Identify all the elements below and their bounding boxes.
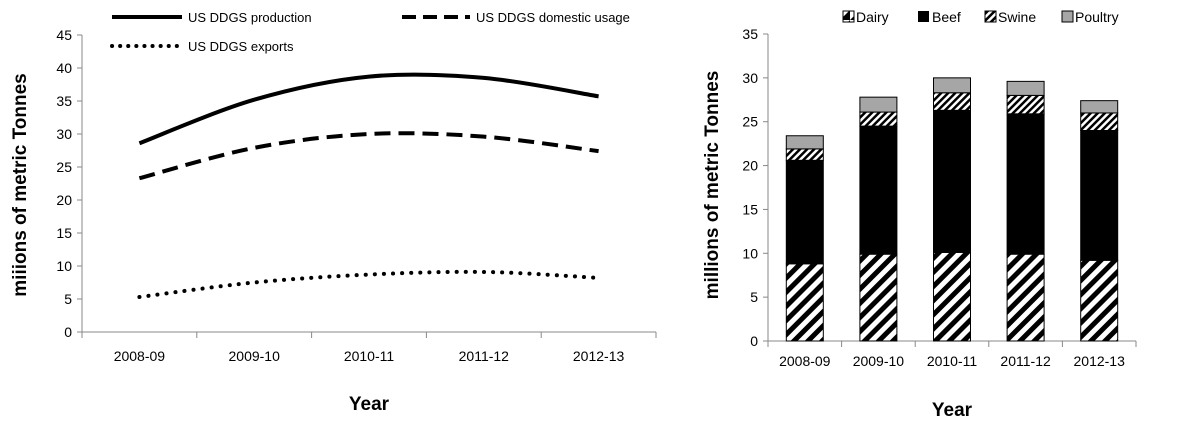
x-tick-label: 2009-10	[853, 353, 905, 369]
legend-key-dairy	[843, 11, 854, 22]
bar-segment-swine	[1007, 95, 1044, 113]
series-lines	[139, 75, 598, 298]
legend-label-dairy: Dairy	[856, 9, 889, 25]
y-tick-label: 5	[750, 289, 758, 305]
x-tick-label: 2011-12	[1000, 353, 1051, 369]
line-chart: 0 5 10 15 20 25 30 35 40 45 2008-09 2009-10 2010-11…	[10, 10, 656, 415]
y-tick-label: 30	[742, 70, 758, 86]
y-ticks: 0 5 10 15 20 25 30 35	[742, 26, 768, 349]
y-axis-title: miiions of metric Tonnes	[10, 73, 31, 296]
x-axis-title: Year	[932, 400, 973, 421]
y-axis-title: millions of metric Tonnes	[702, 71, 723, 300]
x-tick-label: 2012-13	[1074, 353, 1126, 369]
legend-label-exports: US DDGS exports	[188, 39, 294, 54]
y-tick-label: 45	[56, 27, 72, 43]
y-tick-label: 20	[56, 192, 72, 208]
legend: US DDGS production US DDGS domestic usag…	[112, 10, 630, 54]
x-tick-label: 2011-12	[459, 348, 510, 364]
y-tick-label: 10	[56, 258, 72, 274]
x-axis-title: Year	[349, 394, 390, 415]
bar-segment-beef	[1081, 130, 1118, 260]
legend-label-poultry: Poultry	[1075, 9, 1119, 25]
legend-label-domestic: US DDGS domestic usage	[476, 10, 630, 25]
bar-segment-poultry	[1081, 101, 1118, 113]
legend-key-swine	[985, 11, 996, 22]
bar-segment-swine	[934, 93, 971, 111]
y-tick-label: 35	[56, 93, 72, 109]
x-ticks: 2008-09 2009-10 2010-11 2011-12 2012-13	[82, 332, 656, 364]
x-tick-label: 2012-13	[573, 348, 625, 364]
bar-segment-beef	[786, 160, 823, 264]
y-tick-label: 20	[742, 158, 758, 174]
bar-segment-dairy	[786, 264, 823, 341]
series-line-us-ddgs-exports	[139, 272, 598, 297]
y-tick-label: 0	[64, 324, 72, 340]
y-tick-label: 35	[742, 26, 758, 42]
x-tick-label: 2008-09	[114, 348, 166, 364]
y-tick-label: 10	[742, 245, 758, 261]
y-tick-label: 40	[56, 60, 72, 76]
bar-segment-dairy	[1081, 260, 1118, 341]
legend-label-beef: Beef	[932, 9, 961, 25]
legend: Dairy Beef Swine Poultry	[843, 9, 1119, 25]
bar-segment-swine	[1081, 113, 1118, 131]
bar-segment-beef	[934, 110, 971, 252]
bar-segment-dairy	[934, 252, 971, 341]
y-tick-label: 0	[750, 333, 758, 349]
y-tick-label: 5	[64, 291, 72, 307]
y-tick-label: 25	[742, 114, 758, 130]
y-ticks: 0 5 10 15 20 25 30 35 40 45	[56, 27, 82, 340]
bar-segment-swine	[786, 149, 823, 160]
x-tick-label: 2008-09	[779, 353, 831, 369]
bar-segment-poultry	[786, 136, 823, 149]
bar-segment-poultry	[934, 78, 971, 93]
y-tick-label: 15	[742, 201, 758, 217]
legend-key-beef	[918, 11, 929, 22]
legend-label-swine: Swine	[998, 9, 1036, 25]
series-line-us-ddgs-production	[139, 75, 598, 144]
bar-segment-beef	[1007, 114, 1044, 254]
bar-segment-dairy	[1007, 254, 1044, 341]
x-tick-label: 2009-10	[229, 348, 281, 364]
x-tick-label: 2010-11	[927, 353, 978, 369]
legend-label-production: US DDGS production	[188, 10, 312, 25]
x-ticks: 2008-09 2009-10 2010-11 2011-12 2012-13	[768, 341, 1136, 369]
stacked-bar-chart: 0 5 10 15 20 25 30 35 2008-09 2009-10 2010-11 2011…	[702, 9, 1136, 421]
bars	[786, 78, 1117, 341]
legend-key-poultry	[1062, 11, 1073, 22]
bar-segment-dairy	[860, 254, 897, 341]
y-tick-label: 15	[56, 225, 72, 241]
series-line-us-ddgs-domestic-usage	[139, 133, 598, 178]
bar-segment-swine	[860, 112, 897, 126]
y-tick-label: 25	[56, 159, 72, 175]
y-tick-label: 30	[56, 126, 72, 142]
bar-segment-beef	[860, 126, 897, 254]
bar-segment-poultry	[1007, 81, 1044, 95]
x-tick-label: 2010-11	[344, 348, 395, 364]
bar-segment-poultry	[860, 97, 897, 112]
